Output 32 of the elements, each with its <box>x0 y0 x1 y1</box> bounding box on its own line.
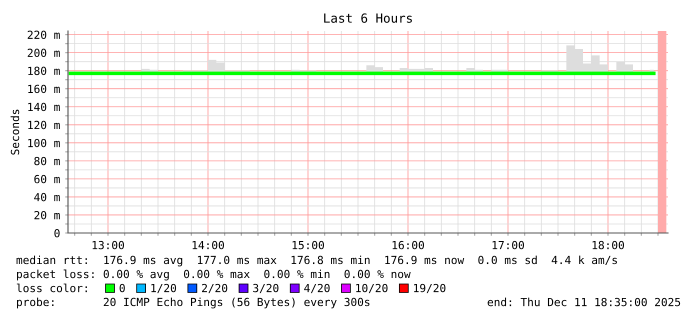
y-tick-label: 140 m <box>28 102 60 112</box>
y-tick-label: 80 m <box>34 156 60 166</box>
text: end: Thu Dec 11 18:35:00 2025 <box>488 298 680 306</box>
text: median rtt: 176.9 ms avg 177.0 ms max 176.8 ms min 176.9 ms now 0.0 ms sd 4.4 k am/s <box>16 256 617 266</box>
y-tick-label: 40 m <box>34 192 60 202</box>
y-axis-title: Seconds <box>10 110 20 155</box>
legend-label: 10/20 <box>356 284 388 294</box>
x-tick-label: 13:00 <box>92 240 124 250</box>
x-tick-label: 15:00 <box>292 240 324 250</box>
text: probe: 20 ICMP Echo Pings (56 Bytes) every 300s <box>17 298 370 308</box>
legend-label: 2/20 <box>202 284 228 294</box>
legend-label: 0 <box>120 284 125 292</box>
y-tick-label: 0 <box>54 229 60 238</box>
y-tick-label: 200 m <box>28 48 60 58</box>
legend-label: 19/20 <box>414 284 446 294</box>
x-tick-label: 16:00 <box>392 240 424 250</box>
y-tick-label: 120 m <box>28 120 60 130</box>
y-tick-label: 100 m <box>28 138 60 148</box>
legend-label: 1/20 <box>151 284 176 294</box>
legend-title: loss color: <box>16 284 87 292</box>
legend-label: 4/20 <box>304 284 330 294</box>
y-tick-label: 60 m <box>34 174 60 184</box>
chart-title: Last 6 Hours <box>324 13 412 23</box>
text: packet loss: 0.00 % avg 0.00 % max 0.00 % min 0.00 % now <box>17 270 411 280</box>
y-tick-label: 180 m <box>28 66 60 76</box>
y-tick-label: 160 m <box>28 84 60 94</box>
y-tick-label: 220 m <box>28 30 60 40</box>
legend-label: 3/20 <box>253 284 278 294</box>
x-tick-label: 17:00 <box>492 240 524 250</box>
x-tick-label: 18:00 <box>592 240 624 250</box>
y-tick-label: 20 m <box>34 210 60 220</box>
x-tick-label: 14:00 <box>192 240 224 250</box>
